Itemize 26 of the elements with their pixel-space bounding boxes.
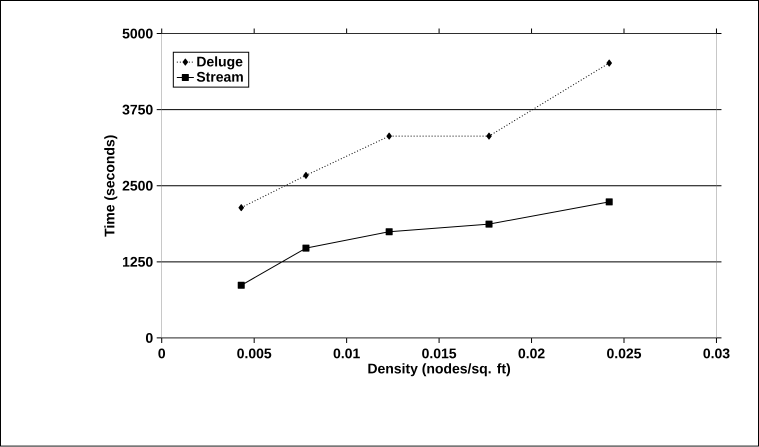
y-tick-label: 5000 bbox=[122, 28, 153, 39]
point bbox=[606, 60, 612, 67]
point bbox=[386, 228, 393, 236]
y-tick-label: 2500 bbox=[122, 180, 153, 191]
y-tick-label: 0 bbox=[146, 333, 153, 344]
x-tick-label: 0.005 bbox=[237, 348, 272, 359]
x-axis-title: Density (nodes/sq. ft) bbox=[368, 363, 510, 376]
x-tick-label: 0.03 bbox=[703, 348, 730, 359]
legend-label: Stream bbox=[196, 72, 243, 82]
point bbox=[238, 282, 245, 289]
y-axis-title: Time (seconds) bbox=[104, 136, 118, 237]
point bbox=[606, 198, 613, 206]
x-tick-label: 0.025 bbox=[607, 348, 642, 359]
point bbox=[486, 220, 493, 228]
point bbox=[386, 132, 392, 140]
x-tick-label: 0 bbox=[158, 348, 166, 359]
legend-label: Deluge bbox=[197, 56, 242, 70]
point bbox=[238, 204, 244, 212]
y-tick-label: 1250 bbox=[122, 257, 153, 267]
x-tick-label: 0.02 bbox=[518, 348, 545, 359]
point bbox=[303, 172, 309, 180]
x-tick-label: 0.015 bbox=[422, 348, 456, 359]
y-tick-label: 3750 bbox=[122, 104, 153, 115]
point bbox=[302, 244, 310, 252]
point bbox=[486, 132, 492, 140]
x-tick-label: 0.01 bbox=[334, 348, 360, 359]
